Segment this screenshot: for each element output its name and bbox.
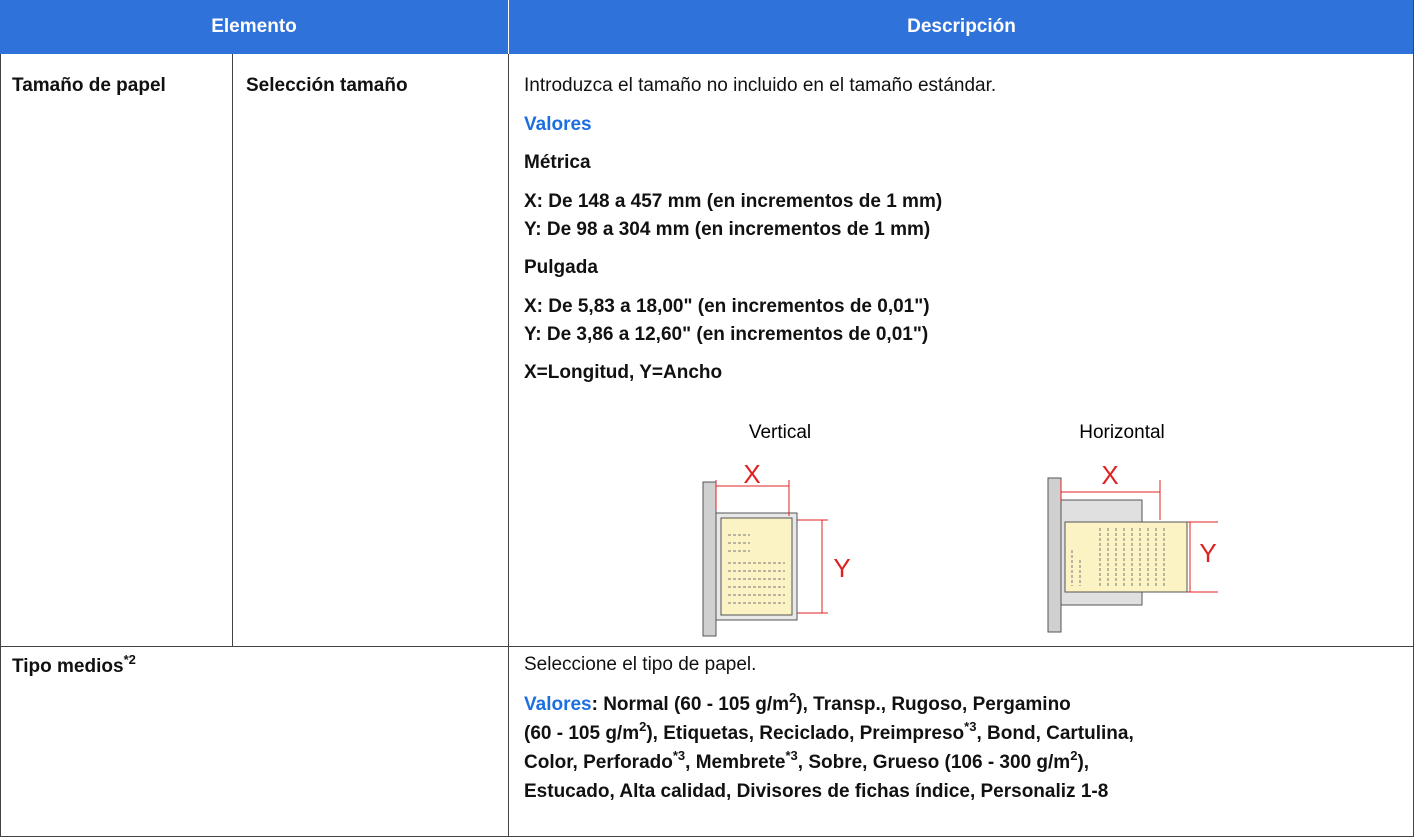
text: , Membrete (685, 752, 786, 773)
border (508, 54, 509, 837)
values-text: Valores: Normal (60 - 105 g/m2), Transp.… (524, 690, 1134, 806)
paper (1064, 521, 1188, 593)
wall (1047, 477, 1062, 633)
intro: Introduzca el tamaño no incluido en el t… (524, 75, 997, 96)
values-label: Valores (524, 694, 592, 715)
y-label: Y (1199, 538, 1216, 568)
inch-label: Pulgada (524, 257, 598, 278)
item-text: Tipo medios (12, 656, 124, 677)
diagram-title: Vertical (749, 422, 811, 443)
x-label: X (1101, 460, 1118, 490)
border (0, 646, 1414, 647)
text: ), Etiquetas, Reciclado, Preimpreso (646, 723, 965, 744)
inch-x: X: De 5,83 a 18,00" (en incrementos de 0… (524, 296, 930, 317)
metric-x: X: De 148 a 457 mm (en incrementos de 1 … (524, 191, 943, 212)
text: ), Transp., Rugoso, Pergamino (796, 694, 1071, 715)
legend: X=Longitud, Y=Ancho (524, 362, 723, 383)
item: Tipo medios*2 (12, 653, 136, 681)
values-label: Valores (524, 114, 592, 135)
sup: 2 (639, 719, 647, 734)
sup: *3 (672, 748, 686, 763)
text: Estucado, Alta calidad, Divisores de fic… (524, 781, 1109, 802)
diagram-title: Horizontal (1079, 422, 1165, 443)
text: : Normal (60 - 105 g/m (591, 694, 790, 715)
border (232, 54, 233, 646)
intro: Seleccione el tipo de papel. (524, 654, 757, 675)
sup: 2 (789, 690, 797, 705)
text: ), (1077, 752, 1090, 773)
sup: 2 (1070, 748, 1078, 763)
inch-y: Y: De 3,86 a 12,60" (en incrementos de 0… (524, 324, 929, 345)
text: (60 - 105 g/m (524, 723, 640, 744)
text: , Sobre, Grueso (106 - 300 g/m (797, 752, 1071, 773)
diagrams: Vertical X Y Horizontal X Y (702, 422, 1218, 637)
y-label: Y (833, 553, 850, 583)
wall (702, 481, 717, 637)
x-label: X (743, 459, 760, 489)
text: Color, Perforado (524, 752, 673, 773)
sup: *3 (785, 748, 798, 763)
metric-y: Y: De 98 a 304 mm (en incrementos de 1 m… (524, 219, 931, 240)
paper (720, 517, 793, 616)
header-text: Descripción (907, 16, 1016, 37)
sup: *3 (964, 719, 977, 734)
header-cell: Elemento (0, 0, 508, 54)
header-cell: Descripción (508, 0, 1414, 54)
header-text: Elemento (211, 16, 297, 37)
text: , Bond, Cartulina, (976, 723, 1134, 744)
border (0, 54, 1, 837)
border (1413, 0, 1414, 837)
border (0, 836, 1414, 837)
footnote-ref: *2 (123, 652, 136, 667)
subitem: Selección tamaño (246, 75, 408, 96)
metric-label: Métrica (524, 152, 591, 173)
item: Tamaño de papel (12, 75, 166, 96)
